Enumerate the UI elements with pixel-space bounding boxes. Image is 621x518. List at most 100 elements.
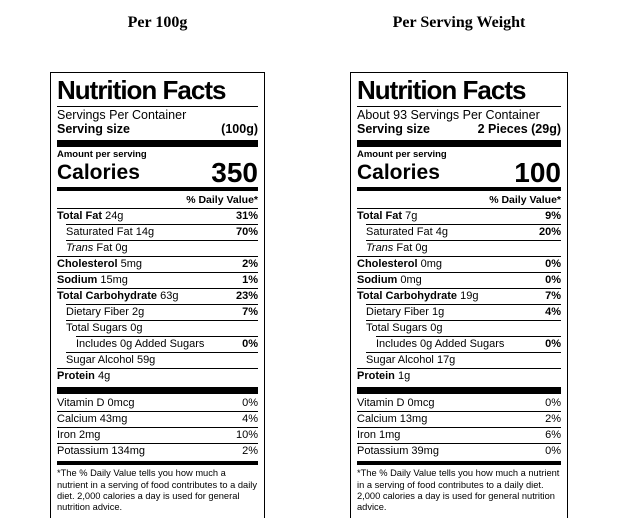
- nutrient-name: Sugar Alcohol 59g: [66, 354, 156, 367]
- serving-size-label: Serving size: [357, 122, 430, 137]
- daily-value: 0%: [545, 258, 561, 271]
- nutrient-name: Calcium 43mg: [57, 413, 128, 426]
- daily-value: 2%: [242, 445, 258, 458]
- thick-bar: [357, 140, 561, 148]
- nutrient-name: Dietary Fiber 1g: [366, 306, 445, 319]
- footnote: *The % Daily Value tells you how much a …: [357, 468, 560, 513]
- label-title: Nutrition Facts: [357, 75, 526, 105]
- nutrient-row: Dietary Fiber 1g 4%: [366, 304, 561, 320]
- nutrient-row: Trans Fat 0g: [366, 240, 561, 256]
- column-heading: Per Serving Weight: [392, 14, 526, 31]
- nutrient-row: Saturated Fat 14g 70%: [66, 224, 258, 240]
- thick-bar: [357, 387, 561, 395]
- nutrient-name: Saturated Fat 14g: [66, 226, 155, 239]
- daily-value: 23%: [235, 290, 258, 303]
- daily-value: 7%: [545, 290, 561, 303]
- nutrient-row: Calcium 13mg 2%: [357, 411, 561, 427]
- amount-per-serving: Amount per serving: [357, 149, 447, 161]
- medium-bar: [357, 461, 561, 466]
- nutrient-row: Total Sugars 0g: [66, 320, 258, 336]
- servings-per-container: About 93 Servings Per Container: [357, 108, 540, 123]
- label-column-per-100g: Per 100g Nutrition Facts Servings Per Co…: [50, 14, 265, 518]
- footnote: *The % Daily Value tells you how much a …: [57, 468, 258, 513]
- nutrient-row: Cholesterol 0mg 0%: [357, 256, 561, 272]
- nutrient-name: Total Sugars 0g: [66, 322, 143, 335]
- serving-size-row: Serving size (100g): [57, 122, 258, 137]
- nutrient-row: Dietary Fiber 2g 7%: [66, 304, 258, 320]
- nutrient-name: Cholesterol 5mg: [57, 258, 142, 271]
- label-title: Nutrition Facts: [57, 75, 226, 105]
- medium-bar: [57, 461, 258, 466]
- nutrient-row: Total Sugars 0g: [366, 320, 561, 336]
- nutrient-name: Dietary Fiber 2g: [66, 306, 145, 319]
- daily-value: 7%: [242, 306, 258, 319]
- column-heading: Per 100g: [127, 14, 188, 31]
- nutrient-name: Calcium 13mg: [357, 413, 428, 426]
- nutrient-name: Total Carbohydrate 63g: [57, 290, 179, 303]
- nutrient-name: Iron 2mg: [57, 429, 101, 442]
- serving-size-row: Serving size 2 Pieces (29g): [357, 122, 561, 137]
- title-divider: [57, 106, 258, 108]
- thick-bar: [57, 140, 258, 148]
- thick-bar: [57, 387, 258, 395]
- daily-value: 0%: [242, 338, 258, 351]
- nutrient-row: Protein 4g: [57, 368, 258, 384]
- nutrient-name: Total Fat 7g: [357, 210, 418, 223]
- nutrient-row: Sugar Alcohol 17g: [366, 352, 561, 368]
- daily-value: 2%: [545, 413, 561, 426]
- nutrient-name: Potassium 39mg: [357, 445, 439, 458]
- nutrient-name: Protein 1g: [357, 370, 411, 383]
- serving-size-label: Serving size: [57, 122, 130, 137]
- nutrition-facts-label: Nutrition Facts About 93 Servings Per Co…: [350, 72, 568, 518]
- nutrient-name: Trans Fat 0g: [66, 242, 128, 255]
- nutrient-name: Vitamin D 0mcg: [57, 397, 135, 410]
- nutrient-name: Cholesterol 0mg: [357, 258, 442, 271]
- nutrient-name: Sugar Alcohol 17g: [366, 354, 456, 367]
- daily-value: 0%: [545, 338, 561, 351]
- nutrient-row: Iron 1mg 6%: [357, 427, 561, 443]
- nutrient-row: Vitamin D 0mcg 0%: [357, 396, 561, 411]
- amount-per-serving: Amount per serving: [57, 149, 147, 161]
- daily-value-header: % Daily Value*: [489, 194, 561, 207]
- nutrient-row: Includes 0g Added Sugars 0%: [76, 336, 258, 352]
- nutrient-name: Sodium 15mg: [57, 274, 128, 287]
- nutrient-name: Iron 1mg: [357, 429, 401, 442]
- nutrient-name: Saturated Fat 4g: [366, 226, 448, 239]
- nutrient-row: Sodium 0mg 0%: [357, 272, 561, 288]
- title-divider: [357, 106, 561, 108]
- medium-bar: [357, 187, 561, 192]
- nutrient-name: Vitamin D 0mcg: [357, 397, 435, 410]
- calories-value: 350: [211, 157, 258, 189]
- vitamin-rows: Vitamin D 0mcg 0% Calcium 43mg 4% Iron 2mg 10…: [57, 396, 258, 459]
- daily-value: 0%: [242, 397, 258, 410]
- nutrient-row: Vitamin D 0mcg 0%: [57, 396, 258, 411]
- nutrient-row: Total Carbohydrate 19g 7%: [357, 288, 561, 304]
- nutrient-name: Protein 4g: [57, 370, 111, 383]
- calories-row: Calories 350: [57, 157, 258, 189]
- daily-value: 31%: [235, 210, 258, 223]
- nutrient-name: Total Fat 24g: [57, 210, 124, 223]
- nutrient-row: Sodium 15mg 1%: [57, 272, 258, 288]
- nutrient-row: Total Fat 24g 31%: [57, 208, 258, 224]
- daily-value: 6%: [545, 429, 561, 442]
- vitamin-rows: Vitamin D 0mcg 0% Calcium 13mg 2% Iron 1mg 6%…: [357, 396, 561, 459]
- nutrient-row: Total Carbohydrate 63g 23%: [57, 288, 258, 304]
- daily-value: 9%: [545, 210, 561, 223]
- daily-value: 20%: [538, 226, 561, 239]
- nutrient-row: Potassium 39mg 0%: [357, 443, 561, 459]
- nutrient-name: Total Sugars 0g: [366, 322, 443, 335]
- serving-size-value: 2 Pieces (29g): [477, 122, 561, 137]
- calories-row: Calories 100: [357, 157, 561, 189]
- nutrient-name: Potassium 134mg: [57, 445, 146, 458]
- nutrient-name: Total Carbohydrate 19g: [357, 290, 479, 303]
- medium-bar: [57, 187, 258, 192]
- daily-value: 1%: [242, 274, 258, 287]
- calories-value: 100: [514, 157, 561, 189]
- label-column-per-serving: Per Serving Weight Nutrition Facts About…: [350, 14, 568, 518]
- nutrient-row: Trans Fat 0g: [66, 240, 258, 256]
- nutrient-row: Potassium 134mg 2%: [57, 443, 258, 459]
- servings-per-container: Servings Per Container: [57, 108, 187, 123]
- nutrition-facts-label: Nutrition Facts Servings Per Container S…: [50, 72, 265, 518]
- daily-value: 0%: [545, 274, 561, 287]
